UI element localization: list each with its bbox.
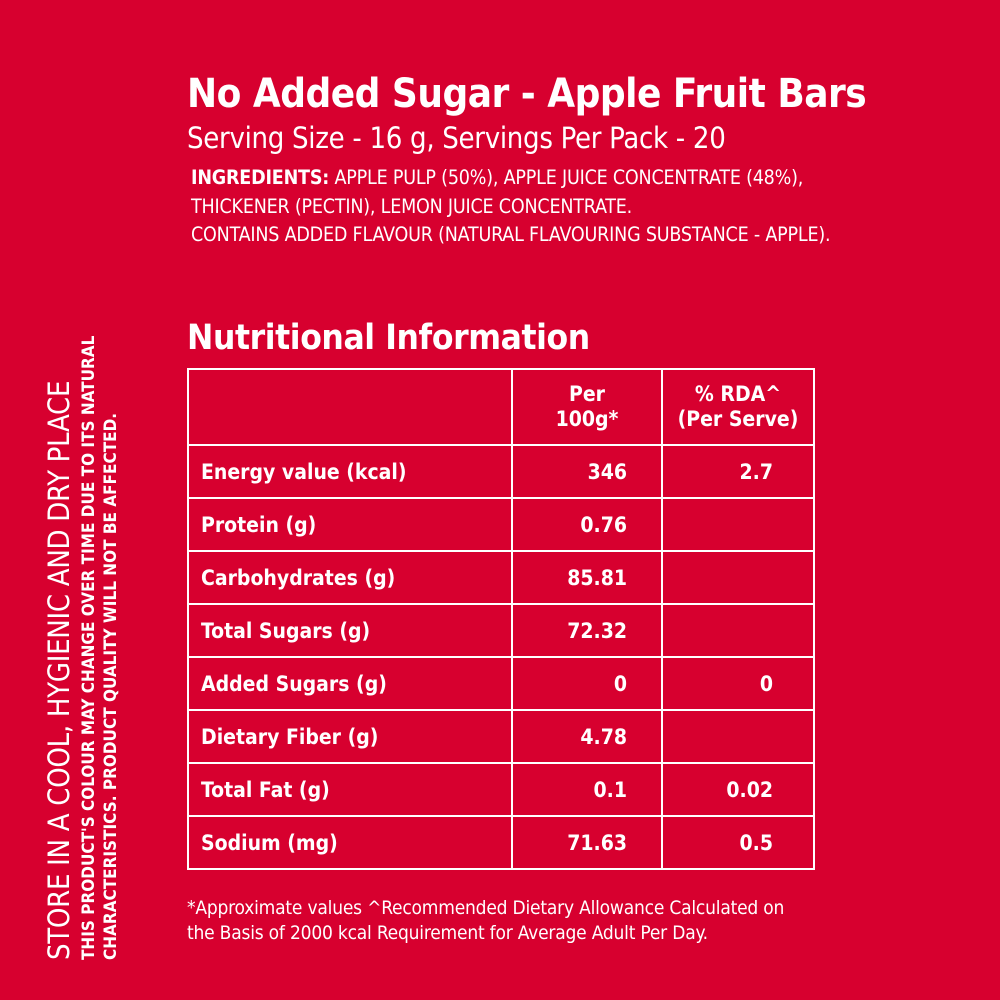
footnote-line-2: the Basis of 2000 kcal Requirement for A…	[187, 921, 708, 944]
per-100g-value: 4.78	[511, 709, 663, 764]
rda-value	[661, 497, 815, 552]
table-row: Protein (g) 0.76	[187, 497, 815, 552]
rda-value: 0.02	[661, 762, 815, 817]
nutrient-name: Sodium (mg)	[187, 815, 513, 870]
table-row: Energy value (kcal) 346 2.7	[187, 444, 815, 499]
table-row: Carbohydrates (g) 85.81	[187, 550, 815, 605]
rda-value	[661, 709, 815, 764]
ingredients-label: INGREDIENTS:	[191, 166, 330, 190]
rda-value	[661, 550, 815, 605]
colour-notice-line-1: THIS PRODUCT'S COLOUR MAY CHANGE OVER TI…	[78, 335, 99, 960]
nutrient-name: Carbohydrates (g)	[187, 550, 513, 605]
per-100g-value: 0	[511, 656, 663, 711]
ingredients-text-1: APPLE PULP (50%), APPLE JUICE CONCENTRAT…	[329, 166, 804, 190]
table-row: Added Sugars (g) 0 0	[187, 656, 815, 711]
header-rda: % RDA^ (Per Serve)	[661, 368, 815, 446]
ingredients-line-3: CONTAINS ADDED FLAVOUR (NATURAL FLAVOURI…	[191, 222, 831, 246]
nutrient-name: Dietary Fiber (g)	[187, 709, 513, 764]
rda-value: 0.5	[661, 815, 815, 870]
per-100g-value: 0.1	[511, 762, 663, 817]
ingredients-line-2: THICKENER (PECTIN), LEMON JUICE CONCENTR…	[191, 194, 633, 218]
header-per-line-2: 100g*	[555, 407, 619, 431]
table-row: Dietary Fiber (g) 4.78	[187, 709, 815, 764]
per-100g-value: 85.81	[511, 550, 663, 605]
nutrition-title: Nutritional Information	[187, 318, 590, 358]
nutrient-name: Added Sugars (g)	[187, 656, 513, 711]
header-rda-line-2: (Per Serve)	[677, 407, 799, 431]
ingredients-block: INGREDIENTS: APPLE PULP (50%), APPLE JUI…	[191, 164, 977, 249]
nutrient-name: Total Sugars (g)	[187, 603, 513, 658]
rda-value	[661, 603, 815, 658]
nutrient-name: Total Fat (g)	[187, 762, 513, 817]
nutrient-name: Protein (g)	[187, 497, 513, 552]
product-title: No Added Sugar - Apple Fruit Bars	[187, 71, 867, 117]
serving-size: Serving Size - 16 g, Servings Per Pack -…	[187, 121, 726, 155]
storage-instructions: STORE IN A COOL, HYGIENIC AND DRY PLACE …	[20, 220, 145, 960]
table-row: Total Sugars (g) 72.32	[187, 603, 815, 658]
table-row: Total Fat (g) 0.1 0.02	[187, 762, 815, 817]
per-100g-value: 346	[511, 444, 663, 499]
storage-main-text: STORE IN A COOL, HYGIENIC AND DRY PLACE	[42, 380, 77, 960]
nutrition-table: Per 100g* % RDA^ (Per Serve) Energy valu…	[187, 368, 815, 870]
storage-text-block: STORE IN A COOL, HYGIENIC AND DRY PLACE …	[20, 220, 145, 960]
per-100g-value: 72.32	[511, 603, 663, 658]
header-nutrient	[187, 368, 513, 446]
product-info: No Added Sugar - Apple Fruit Bars Servin…	[187, 70, 977, 249]
footnote: *Approximate values ^Recommended Dietary…	[187, 896, 784, 945]
header-rda-line-1: % RDA^	[694, 381, 782, 406]
header-per-line-1: Per	[569, 381, 605, 406]
rda-value: 2.7	[661, 444, 815, 499]
nutrient-name: Energy value (kcal)	[187, 444, 513, 499]
rda-value: 0	[661, 656, 815, 711]
ingredients-line-1: INGREDIENTS: APPLE PULP (50%), APPLE JUI…	[191, 164, 977, 192]
per-100g-value: 0.76	[511, 497, 663, 552]
footnote-line-1: *Approximate values ^Recommended Dietary…	[187, 897, 785, 919]
nutrition-header-row: Per 100g* % RDA^ (Per Serve)	[187, 368, 815, 446]
table-row: Sodium (mg) 71.63 0.5	[187, 815, 815, 870]
colour-notice-line-2: CHARACTERISTICS. PRODUCT QUALITY WILL NO…	[101, 412, 122, 960]
header-per-100g: Per 100g*	[511, 368, 663, 446]
per-100g-value: 71.63	[511, 815, 663, 870]
